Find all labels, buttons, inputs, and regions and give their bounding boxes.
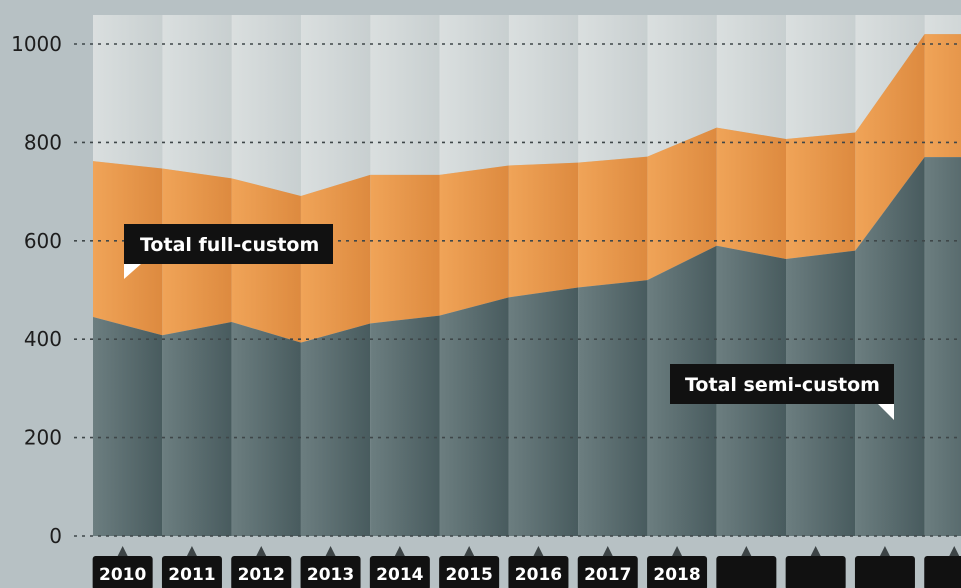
full-custom-band bbox=[647, 127, 717, 281]
x-tick-box bbox=[647, 556, 708, 588]
x-tick-marker bbox=[325, 546, 336, 556]
semi-custom-band bbox=[578, 280, 648, 536]
semi-custom-band bbox=[508, 287, 579, 536]
x-tick-marker bbox=[879, 546, 890, 556]
semi-custom-band bbox=[924, 157, 961, 536]
x-tick-box bbox=[508, 556, 569, 588]
full-custom-band bbox=[716, 127, 786, 260]
callout-semi-custom-box bbox=[670, 364, 894, 404]
x-tick-box bbox=[300, 556, 361, 588]
semi-custom-band bbox=[300, 323, 371, 536]
x-tick-label: 2011 bbox=[168, 565, 215, 585]
background-band bbox=[439, 15, 509, 175]
x-tick-label: 2010 bbox=[99, 565, 146, 585]
background-band bbox=[93, 15, 163, 169]
semi-custom-band bbox=[439, 297, 509, 536]
x-tick-marker bbox=[949, 546, 960, 556]
callout-full-custom-pointer bbox=[124, 264, 141, 279]
x-tick-marker bbox=[602, 546, 613, 556]
x-tick-box bbox=[785, 556, 846, 588]
y-axis-ticks: 0 200 400 600 800 1000 bbox=[11, 32, 62, 548]
x-axis-ticks: 2010 2011 2012 2013 2014 2015 2016 2017 2018 bbox=[92, 546, 961, 588]
semi-custom-band bbox=[93, 317, 163, 536]
background-band bbox=[370, 15, 440, 175]
full-custom-band bbox=[786, 132, 856, 260]
x-tick-marker bbox=[256, 546, 267, 556]
semi-custom-band bbox=[231, 321, 301, 536]
callout-full-custom-box bbox=[124, 224, 333, 264]
x-tick-marker bbox=[186, 546, 197, 556]
background-band bbox=[647, 15, 717, 157]
background-band bbox=[786, 15, 856, 139]
background-band bbox=[300, 15, 371, 197]
x-tick-box bbox=[369, 556, 430, 588]
y-tick-label: 200 bbox=[24, 426, 62, 450]
background-band bbox=[924, 15, 961, 35]
full-custom-band bbox=[924, 34, 961, 158]
background-band bbox=[578, 15, 648, 163]
x-tick-box bbox=[231, 556, 292, 588]
y-tick-label: 800 bbox=[24, 130, 62, 154]
callout-full-custom: Total full-custom bbox=[124, 224, 333, 279]
full-custom-band bbox=[508, 162, 579, 298]
semi-custom-band bbox=[370, 315, 440, 536]
full-custom-band bbox=[300, 174, 371, 343]
full-custom-band bbox=[855, 34, 925, 251]
callout-semi-custom: Total semi-custom bbox=[670, 364, 894, 420]
y-tick-label: 400 bbox=[24, 327, 62, 351]
x-tick-box bbox=[92, 556, 153, 588]
x-tick-label: 2016 bbox=[515, 565, 562, 585]
x-tick-marker bbox=[810, 546, 821, 556]
background-band bbox=[162, 15, 232, 179]
semi-custom-band bbox=[162, 321, 232, 536]
x-tick-marker bbox=[672, 546, 683, 556]
x-tick-box bbox=[854, 556, 915, 588]
x-tick-box bbox=[439, 556, 500, 588]
x-tick-box bbox=[924, 556, 961, 588]
background-band bbox=[231, 15, 301, 197]
x-tick-box bbox=[577, 556, 638, 588]
x-tick-label: 2017 bbox=[584, 565, 631, 585]
x-tick-marker bbox=[117, 546, 128, 556]
x-tick-label: 2013 bbox=[307, 565, 354, 585]
x-tick-marker bbox=[464, 546, 475, 556]
callout-full-custom-label: Total full-custom bbox=[140, 234, 319, 256]
callout-semi-custom-pointer bbox=[878, 404, 894, 420]
background-band bbox=[508, 15, 579, 166]
semi-custom-band bbox=[855, 157, 925, 536]
full-custom-band bbox=[578, 156, 648, 288]
x-tick-label: 2015 bbox=[445, 565, 492, 585]
x-tick-box bbox=[716, 556, 777, 588]
band-layer bbox=[93, 15, 961, 536]
callout-semi-custom-label: Total semi-custom bbox=[685, 374, 880, 396]
x-tick-label: 2012 bbox=[238, 565, 285, 585]
background-band bbox=[716, 15, 786, 139]
x-tick-label: 2018 bbox=[653, 565, 700, 585]
y-tick-label: 0 bbox=[49, 524, 62, 548]
x-tick-marker bbox=[741, 546, 752, 556]
y-tick-label: 1000 bbox=[11, 32, 62, 56]
y-tick-label: 600 bbox=[24, 229, 62, 253]
x-tick-box bbox=[161, 556, 222, 588]
x-tick-marker bbox=[533, 546, 544, 556]
x-tick-label: 2014 bbox=[376, 565, 423, 585]
full-custom-band bbox=[370, 174, 440, 324]
x-tick-marker bbox=[394, 546, 405, 556]
